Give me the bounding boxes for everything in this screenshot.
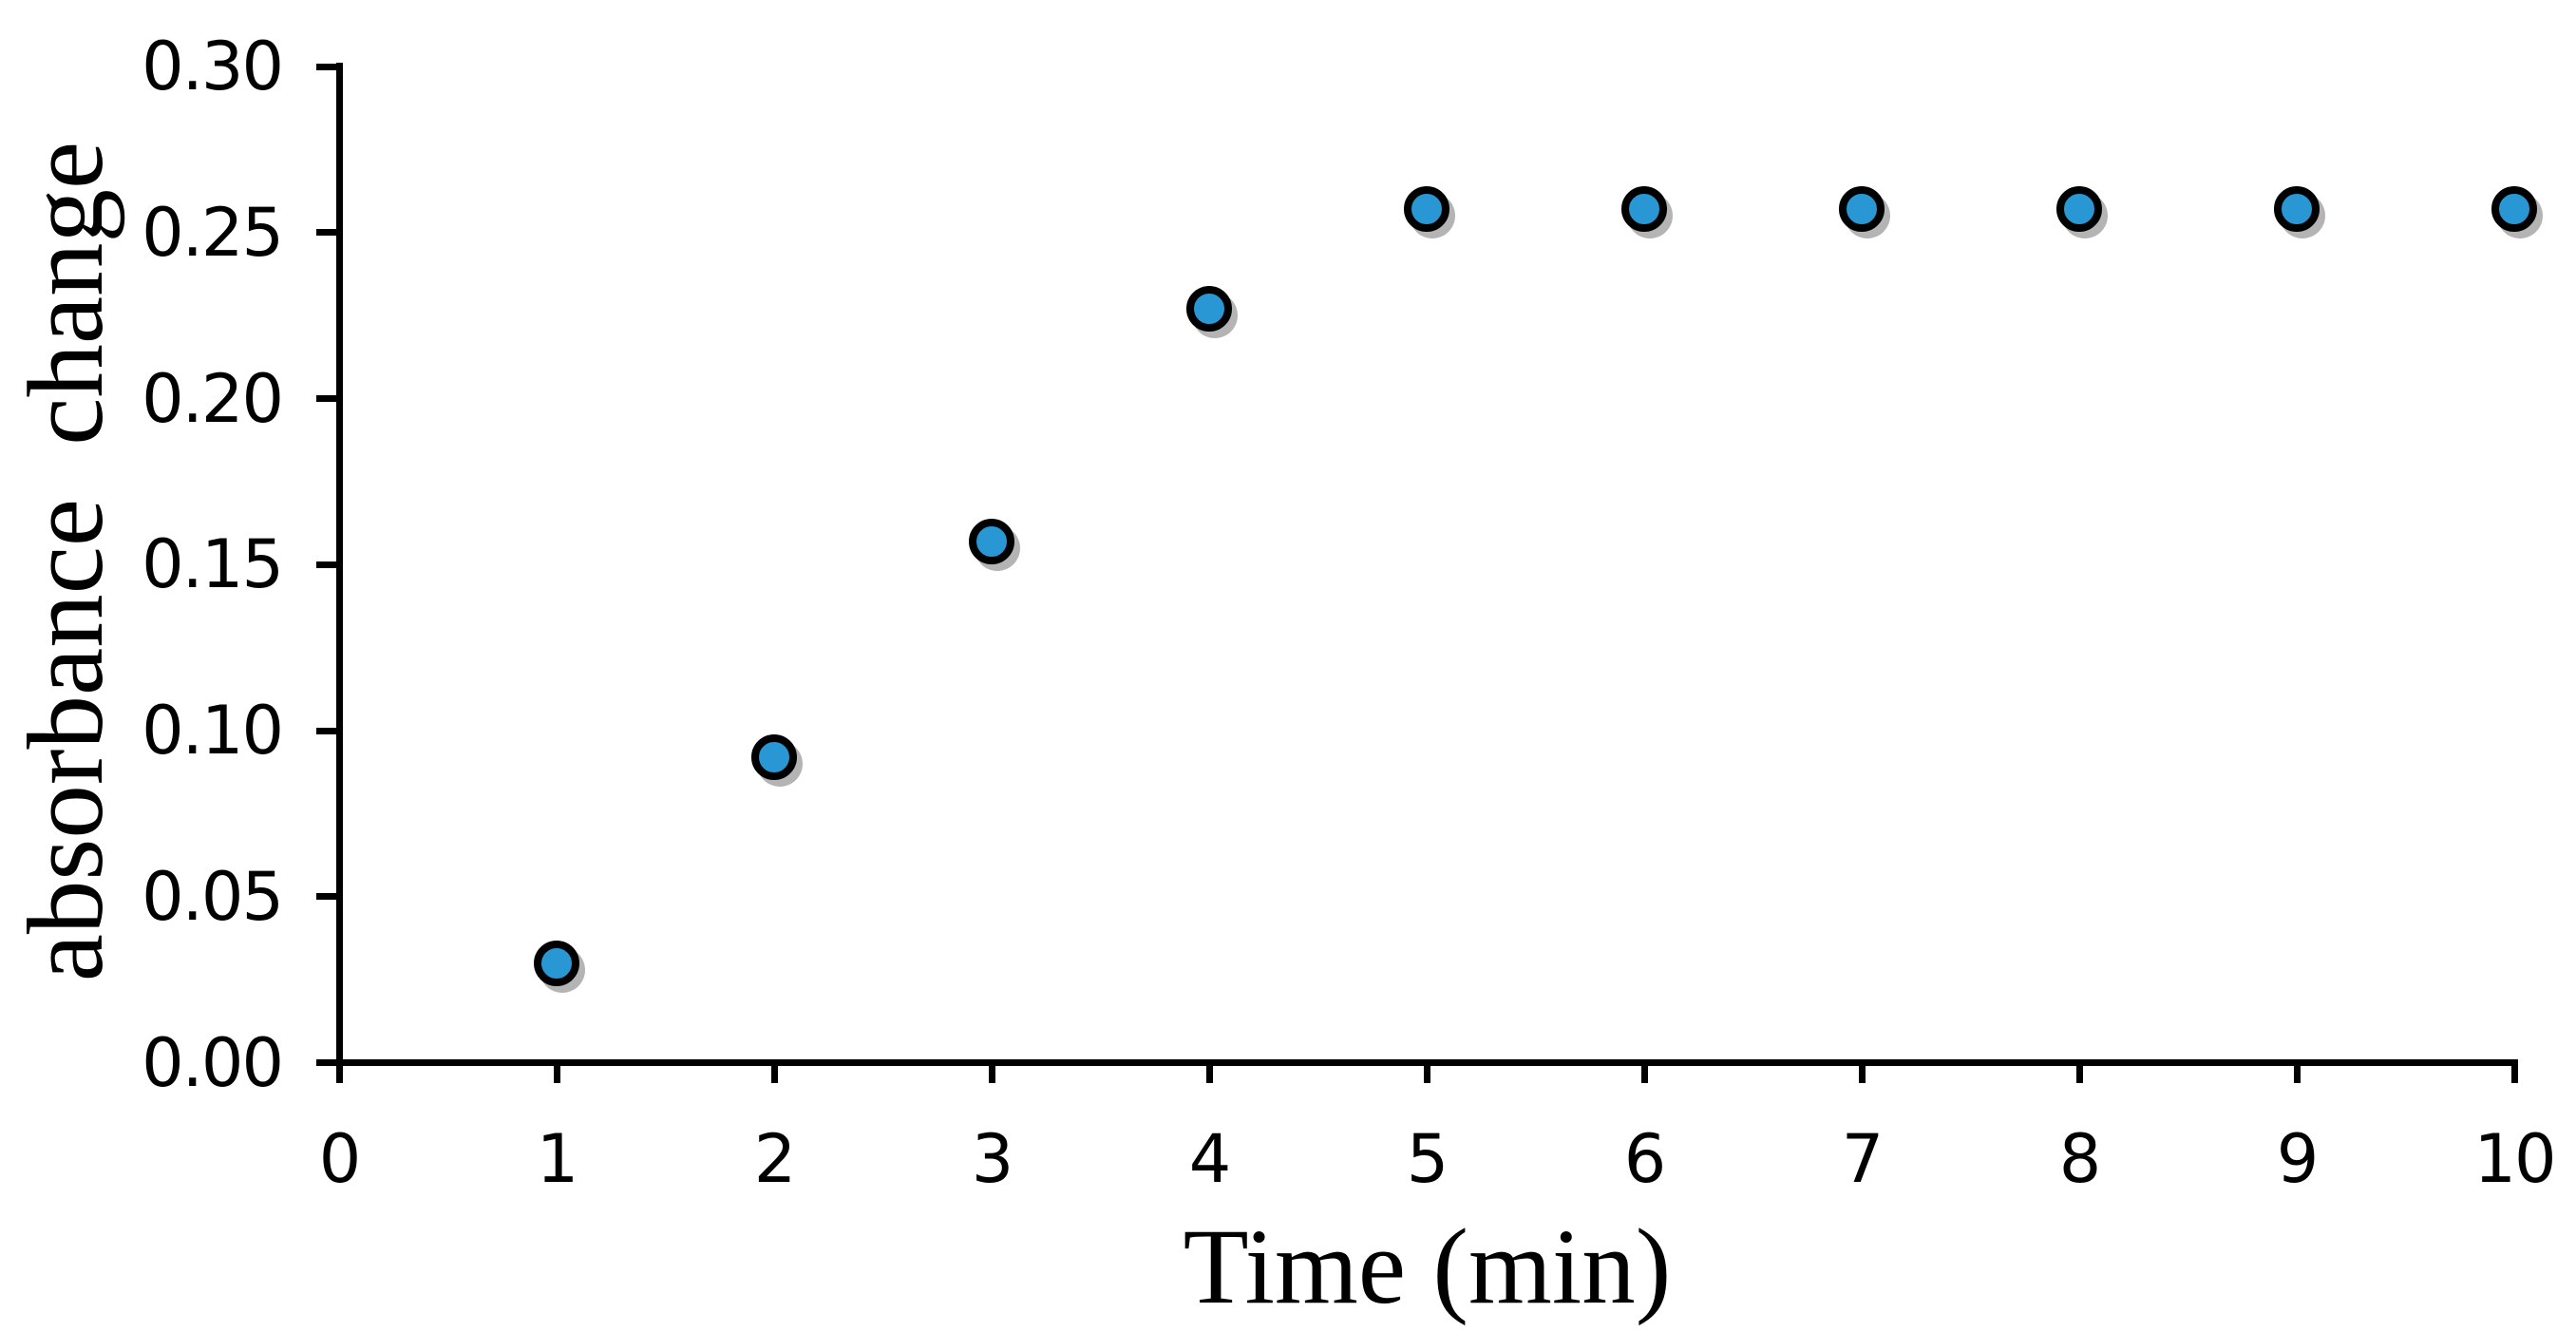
data-point bbox=[1186, 286, 1232, 333]
y-tick-label: 0.25 bbox=[142, 193, 284, 272]
data-point bbox=[751, 733, 797, 780]
x-axis-title: Time (min) bbox=[1183, 1208, 1672, 1326]
x-tick-label: 4 bbox=[1188, 1120, 1232, 1198]
y-tick-label: 0.05 bbox=[142, 857, 284, 936]
x-tick bbox=[2075, 1062, 2083, 1083]
y-tick-label: 0.10 bbox=[142, 692, 284, 770]
y-tick bbox=[316, 1059, 339, 1066]
x-tick-label: 9 bbox=[2276, 1120, 2320, 1198]
x-tick-label: 8 bbox=[2058, 1120, 2102, 1198]
x-tick bbox=[1423, 1062, 1430, 1083]
x-tick-label: 3 bbox=[971, 1120, 1014, 1198]
x-tick-label: 10 bbox=[2473, 1120, 2556, 1198]
x-tick bbox=[770, 1062, 778, 1083]
x-tick-label: 2 bbox=[753, 1120, 797, 1198]
x-tick bbox=[1205, 1062, 1213, 1083]
data-point bbox=[1404, 186, 1449, 233]
x-tick bbox=[1858, 1062, 1866, 1083]
y-tick-label: 0.00 bbox=[142, 1023, 284, 1102]
data-point bbox=[2056, 186, 2102, 233]
y-tick bbox=[316, 727, 339, 734]
y-tick bbox=[316, 561, 339, 568]
y-tick bbox=[316, 63, 339, 70]
y-tick bbox=[316, 395, 339, 402]
y-tick-label: 0.15 bbox=[142, 525, 284, 604]
x-tick-label: 5 bbox=[1406, 1120, 1449, 1198]
x-tick bbox=[553, 1062, 560, 1083]
x-tick-label: 0 bbox=[318, 1120, 362, 1198]
data-point bbox=[2491, 186, 2537, 233]
data-point bbox=[969, 518, 1014, 564]
data-point bbox=[1621, 186, 1667, 233]
x-tick bbox=[2293, 1062, 2301, 1083]
y-tick bbox=[316, 229, 339, 237]
y-axis-line bbox=[336, 63, 343, 1066]
data-point bbox=[534, 940, 579, 986]
x-tick bbox=[2510, 1062, 2518, 1083]
y-tick bbox=[316, 893, 339, 901]
x-tick-label: 1 bbox=[536, 1120, 579, 1198]
x-tick bbox=[988, 1062, 995, 1083]
data-point bbox=[1839, 186, 1885, 233]
data-point bbox=[2274, 186, 2320, 233]
x-tick-label: 7 bbox=[1841, 1120, 1885, 1198]
x-tick bbox=[335, 1062, 343, 1083]
y-tick-label: 0.30 bbox=[142, 28, 284, 105]
x-tick-label: 6 bbox=[1623, 1120, 1667, 1198]
x-tick bbox=[1640, 1062, 1648, 1083]
y-tick-label: 0.20 bbox=[142, 359, 284, 438]
